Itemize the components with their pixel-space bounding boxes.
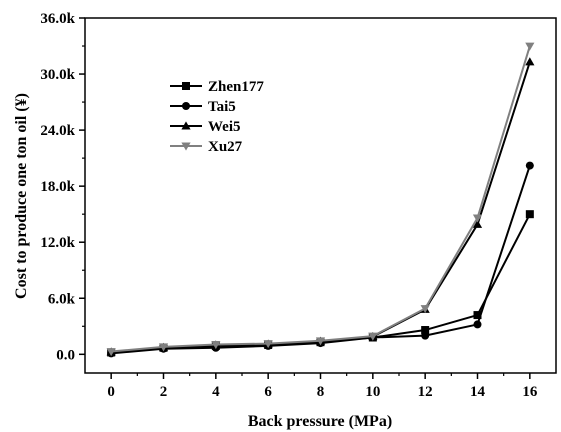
data-point-xu27: [263, 340, 273, 349]
y-tick-label: 12.0k: [40, 235, 75, 251]
y-tick-label: 30.0k: [40, 67, 75, 83]
legend-marker-zhen177: [182, 82, 190, 90]
data-point-wei5: [525, 57, 535, 66]
data-point-zhen177: [421, 326, 430, 335]
x-tick-label: 6: [264, 384, 272, 400]
x-tick-label: 0: [107, 384, 115, 400]
data-point-xu27: [472, 214, 483, 223]
legend-label-xu27: Xu27: [208, 139, 243, 155]
data-point-xu27: [315, 337, 326, 346]
legend-label-wei5: Wei5: [208, 119, 241, 135]
x-tick-label: 12: [418, 384, 433, 400]
legend-item-xu27: Xu27: [170, 139, 243, 155]
legend-label-zhen177: Zhen177: [208, 79, 264, 95]
data-point-xu27: [420, 305, 430, 314]
legend-item-zhen177: Zhen177: [170, 79, 264, 95]
data-point-xu27: [106, 348, 116, 357]
y-tick-label: 18.0k: [40, 179, 75, 195]
legend: Zhen177 Tai5 Wei5 Xu27: [170, 79, 264, 155]
legend-marker-wei5: [181, 121, 191, 130]
series-line-xu27: [111, 45, 531, 353]
legend-marker-tai5: [182, 102, 190, 110]
data-point-xu27: [525, 42, 535, 51]
y-tick-label: 24.0k: [40, 123, 75, 139]
x-tick-label: 8: [317, 384, 325, 400]
data-point-wei5: [472, 219, 483, 228]
legend-item-wei5: Wei5: [170, 119, 241, 135]
series-line-tai5: [111, 165, 531, 355]
y-tick-label: 0.0: [56, 347, 75, 363]
legend-item-tai5: Tai5: [170, 99, 236, 115]
data-point-zhen177: [525, 210, 534, 219]
y-tick-label: 36.0k: [40, 11, 75, 27]
y-tick-label: 6.0k: [48, 291, 76, 307]
legend-marker-xu27: [181, 142, 191, 151]
data-point-tai5: [525, 161, 534, 170]
series-layer: [106, 42, 535, 358]
series-tai5: [107, 161, 534, 358]
data-point-xu27: [158, 343, 169, 352]
series-wei5: [106, 57, 535, 356]
x-tick-label: 4: [212, 384, 220, 400]
y-axis-title: Cost to produce one ton oil (¥): [13, 93, 30, 299]
x-tick-label: 16: [522, 384, 538, 400]
ticks-layer: 0 2 4 6 8 10 12 14 16 0.0 6.0k 12.0k 18.0k 24.0k 30.0k…: [40, 11, 537, 400]
x-tick-label: 14: [470, 384, 486, 400]
data-point-xu27: [368, 332, 378, 341]
x-axis-title: Back pressure (MPa): [248, 413, 392, 430]
data-point-zhen177: [473, 311, 482, 320]
x-tick-label: 2: [160, 384, 168, 400]
legend-label-tai5: Tai5: [208, 99, 236, 115]
data-point-tai5: [473, 320, 482, 329]
series-xu27: [106, 42, 535, 357]
data-point-xu27: [211, 341, 221, 350]
x-tick-label: 10: [365, 384, 380, 400]
data-point-tai5: [421, 331, 430, 340]
